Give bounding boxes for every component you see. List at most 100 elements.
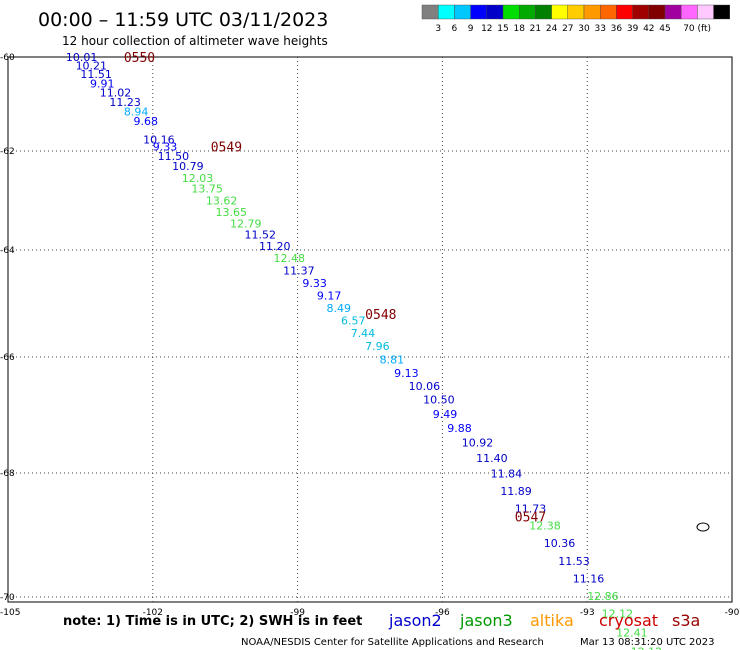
legend-label: 27: [562, 24, 573, 34]
legend-label: 70 (ft): [683, 24, 711, 34]
swh-value-label: 8.49: [327, 302, 352, 315]
swh-value-label: 7.96: [365, 340, 390, 353]
plot-frame: [7, 56, 733, 603]
legend-swatch: [567, 4, 585, 20]
swh-value-label: 12.12: [631, 645, 663, 650]
satellite-legend-altika: altika: [530, 611, 574, 630]
legend-swatch: [535, 4, 552, 20]
swh-value-label: 9.17: [317, 289, 342, 302]
legend-swatch: [697, 4, 714, 20]
swh-value-label: 13.62: [206, 195, 238, 208]
legend-swatch: [470, 4, 488, 20]
swh-value-label: 10.06: [409, 380, 441, 393]
legend-label: 24: [546, 24, 558, 34]
footer-timestamp: Mar 13 08:31:20 UTC 2023: [580, 637, 715, 648]
legend-swatch: [438, 4, 455, 20]
swh-value-label: 12.38: [529, 520, 561, 533]
x-tick-label: -105: [0, 608, 20, 618]
swh-value-label: 12.41: [616, 626, 648, 639]
swh-value-label: 11.73: [515, 502, 547, 515]
swh-value-label: 9.33: [153, 140, 178, 153]
legend-swatch: [421, 4, 439, 20]
y-axis-ticks: -60 -62 -64 -66 -68 -70: [0, 53, 15, 603]
legend-label: 9: [468, 24, 474, 34]
legend-swatch: [681, 4, 698, 20]
swh-value-label: 10.36: [544, 537, 576, 550]
swh-value-label: 9.68: [133, 115, 158, 128]
footer-credit: NOAA/NESDIS Center for Satellite Applica…: [241, 637, 544, 648]
swh-value-label: 9.88: [447, 422, 472, 435]
swh-value-label: 11.50: [158, 150, 190, 163]
swh-value-label: 10.16: [143, 134, 175, 147]
legend-swatch: [486, 4, 504, 20]
legend-label: 6: [452, 24, 458, 34]
satellite-legend-jason2: jason2: [388, 611, 442, 630]
time-label: 0550: [124, 51, 155, 66]
swh-value-label: 11.84: [491, 468, 522, 481]
x-tick-label: -102: [143, 608, 163, 618]
swh-value-label: 12.48: [273, 252, 305, 265]
time-label: 0547: [515, 510, 546, 525]
time-label-layer: 0550 0549 0548 0547: [124, 51, 546, 525]
swh-value-label: 9.91: [90, 77, 115, 90]
swh-value-label: 11.23: [109, 96, 141, 109]
swh-value-label: 11.40: [476, 452, 508, 465]
satellite-legend: jason2 jason3 altika cryosat s3a: [388, 611, 700, 630]
satellite-legend-cryosat: cryosat: [599, 611, 658, 630]
swh-value-label: 11.16: [573, 572, 605, 585]
y-tick-label: -68: [0, 469, 15, 479]
x-axis-ticks: -105 -102 -99 -96 -93 -90: [0, 608, 740, 618]
x-tick-label: -96: [435, 608, 450, 618]
x-tick-label: -99: [290, 608, 305, 618]
chart-subtitle: 12 hour collection of altimeter wave hei…: [62, 34, 328, 48]
x-tick-label: -90: [725, 608, 740, 618]
swh-value-label: 9.49: [433, 408, 458, 421]
legend-label: 18: [513, 24, 525, 34]
time-label: 0549: [211, 140, 242, 155]
y-tick-label: -64: [0, 246, 15, 256]
swh-value-label: 9.33: [302, 277, 327, 290]
legend-label: 33: [594, 24, 605, 34]
swh-value-label: 10.92: [462, 436, 494, 449]
legend-swatch: [648, 4, 666, 20]
legend-swatch: [600, 4, 617, 20]
legend-swatch: [454, 4, 471, 20]
swh-value-label: 10.79: [172, 160, 204, 173]
swh-value-label: 11.37: [283, 264, 315, 277]
plot-grid: [7, 56, 733, 603]
swh-value-label: 10.21: [76, 59, 108, 72]
swh-value-label: 11.89: [500, 485, 532, 498]
swh-value-label: 11.51: [80, 68, 112, 81]
legend-swatch: [583, 4, 601, 20]
legend-swatch: [616, 4, 633, 20]
legend-swatch: [519, 4, 536, 20]
swh-value-label: 12.86: [587, 590, 619, 603]
legend-label: 3: [435, 24, 441, 34]
time-label: 0548: [365, 308, 396, 323]
swh-value-label: 10.50: [423, 393, 455, 406]
legend-swatch: [632, 4, 649, 20]
color-scale-labels: 3 6 9 12 15 18 21 24 27 30 33 36 39 42 45 70 (ft): [435, 24, 711, 34]
x-tick-label: -93: [580, 608, 595, 618]
swh-value-label: 8.81: [380, 353, 405, 366]
satellite-legend-s3a: s3a: [672, 611, 700, 630]
y-tick-label: -62: [0, 147, 15, 157]
legend-label: 39: [627, 24, 639, 34]
swh-value-label: 13.75: [191, 183, 223, 196]
swh-value-label: 12.12: [602, 607, 634, 620]
swh-value-label: 11.53: [558, 555, 590, 568]
y-tick-label: -70: [0, 593, 15, 603]
swh-value-label: 7.44: [351, 327, 376, 340]
legend-label: 36: [611, 24, 623, 34]
swh-value-label: 12.03: [182, 172, 214, 185]
legend-swatch: [664, 4, 682, 20]
swh-value-label: 8.94: [124, 106, 149, 119]
legend-label: 30: [578, 24, 590, 34]
swh-value-label: 10.01: [66, 51, 98, 64]
swh-value-label: 11.02: [100, 87, 132, 100]
chart-title: 00:00 – 11:59 UTC 03/11/2023: [38, 9, 328, 31]
legend-label: 12: [481, 24, 492, 34]
legend-swatch: [502, 4, 520, 20]
